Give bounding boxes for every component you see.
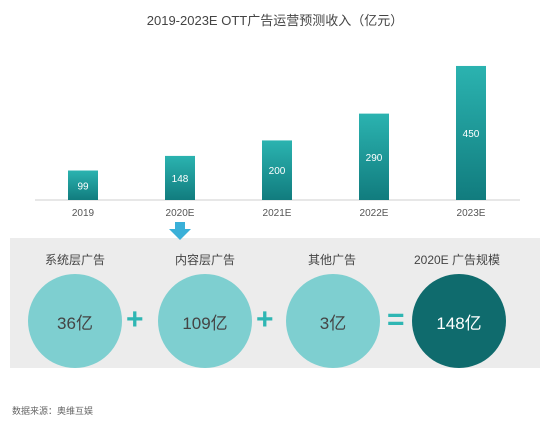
segment-circle-content: 109亿 [158,274,252,368]
equals-sign: = [387,303,405,336]
segment-value-other: 3亿 [319,313,347,333]
x-tick-label-2019: 2019 [72,208,95,219]
x-tick-label-2020E: 2020E [166,208,195,219]
bar-value-label-2020E: 148 [172,174,189,185]
bar-value-label-2022E: 290 [366,153,383,164]
total-value: 148亿 [436,313,482,333]
bar-2022E [359,113,389,200]
plus-sign-2: + [256,303,274,336]
x-tick-label-2022E: 2022E [360,208,389,219]
total-circle: 148亿 [412,274,506,368]
source-note: 数据来源：奥维互娱 [12,406,94,416]
segment-circle-other: 3亿 [286,274,380,368]
chart-title: 2019-2023E OTT广告运营预测收入（亿元） [146,13,404,28]
bar-value-label-2023E: 450 [463,129,480,140]
segment-label-system: 系统层广告 [44,253,105,267]
bar-2019 [68,170,98,200]
bar-value-label-2019: 99 [77,181,89,192]
bar-2021E [262,140,292,200]
bar-2020E [165,155,195,200]
bar-2023E [456,65,486,200]
x-tick-label-2023E: 2023E [457,208,486,219]
bar-value-label-2021E: 200 [269,166,286,177]
plus-sign-1: + [126,303,144,336]
bar-chart: 99 2019 148 2020E 200 2021E 290 2022E 450 2023E [35,65,520,219]
total-label: 2020E 广告规模 [413,253,501,267]
segment-value-content: 109亿 [182,313,228,333]
segment-value-system: 36亿 [57,313,93,333]
segment-label-content: 内容层广告 [174,253,235,267]
down-arrow-icon [169,222,191,240]
segment-circle-system: 36亿 [28,274,122,368]
segment-label-other: 其他广告 [307,253,356,267]
x-tick-label-2021E: 2021E [263,208,292,219]
